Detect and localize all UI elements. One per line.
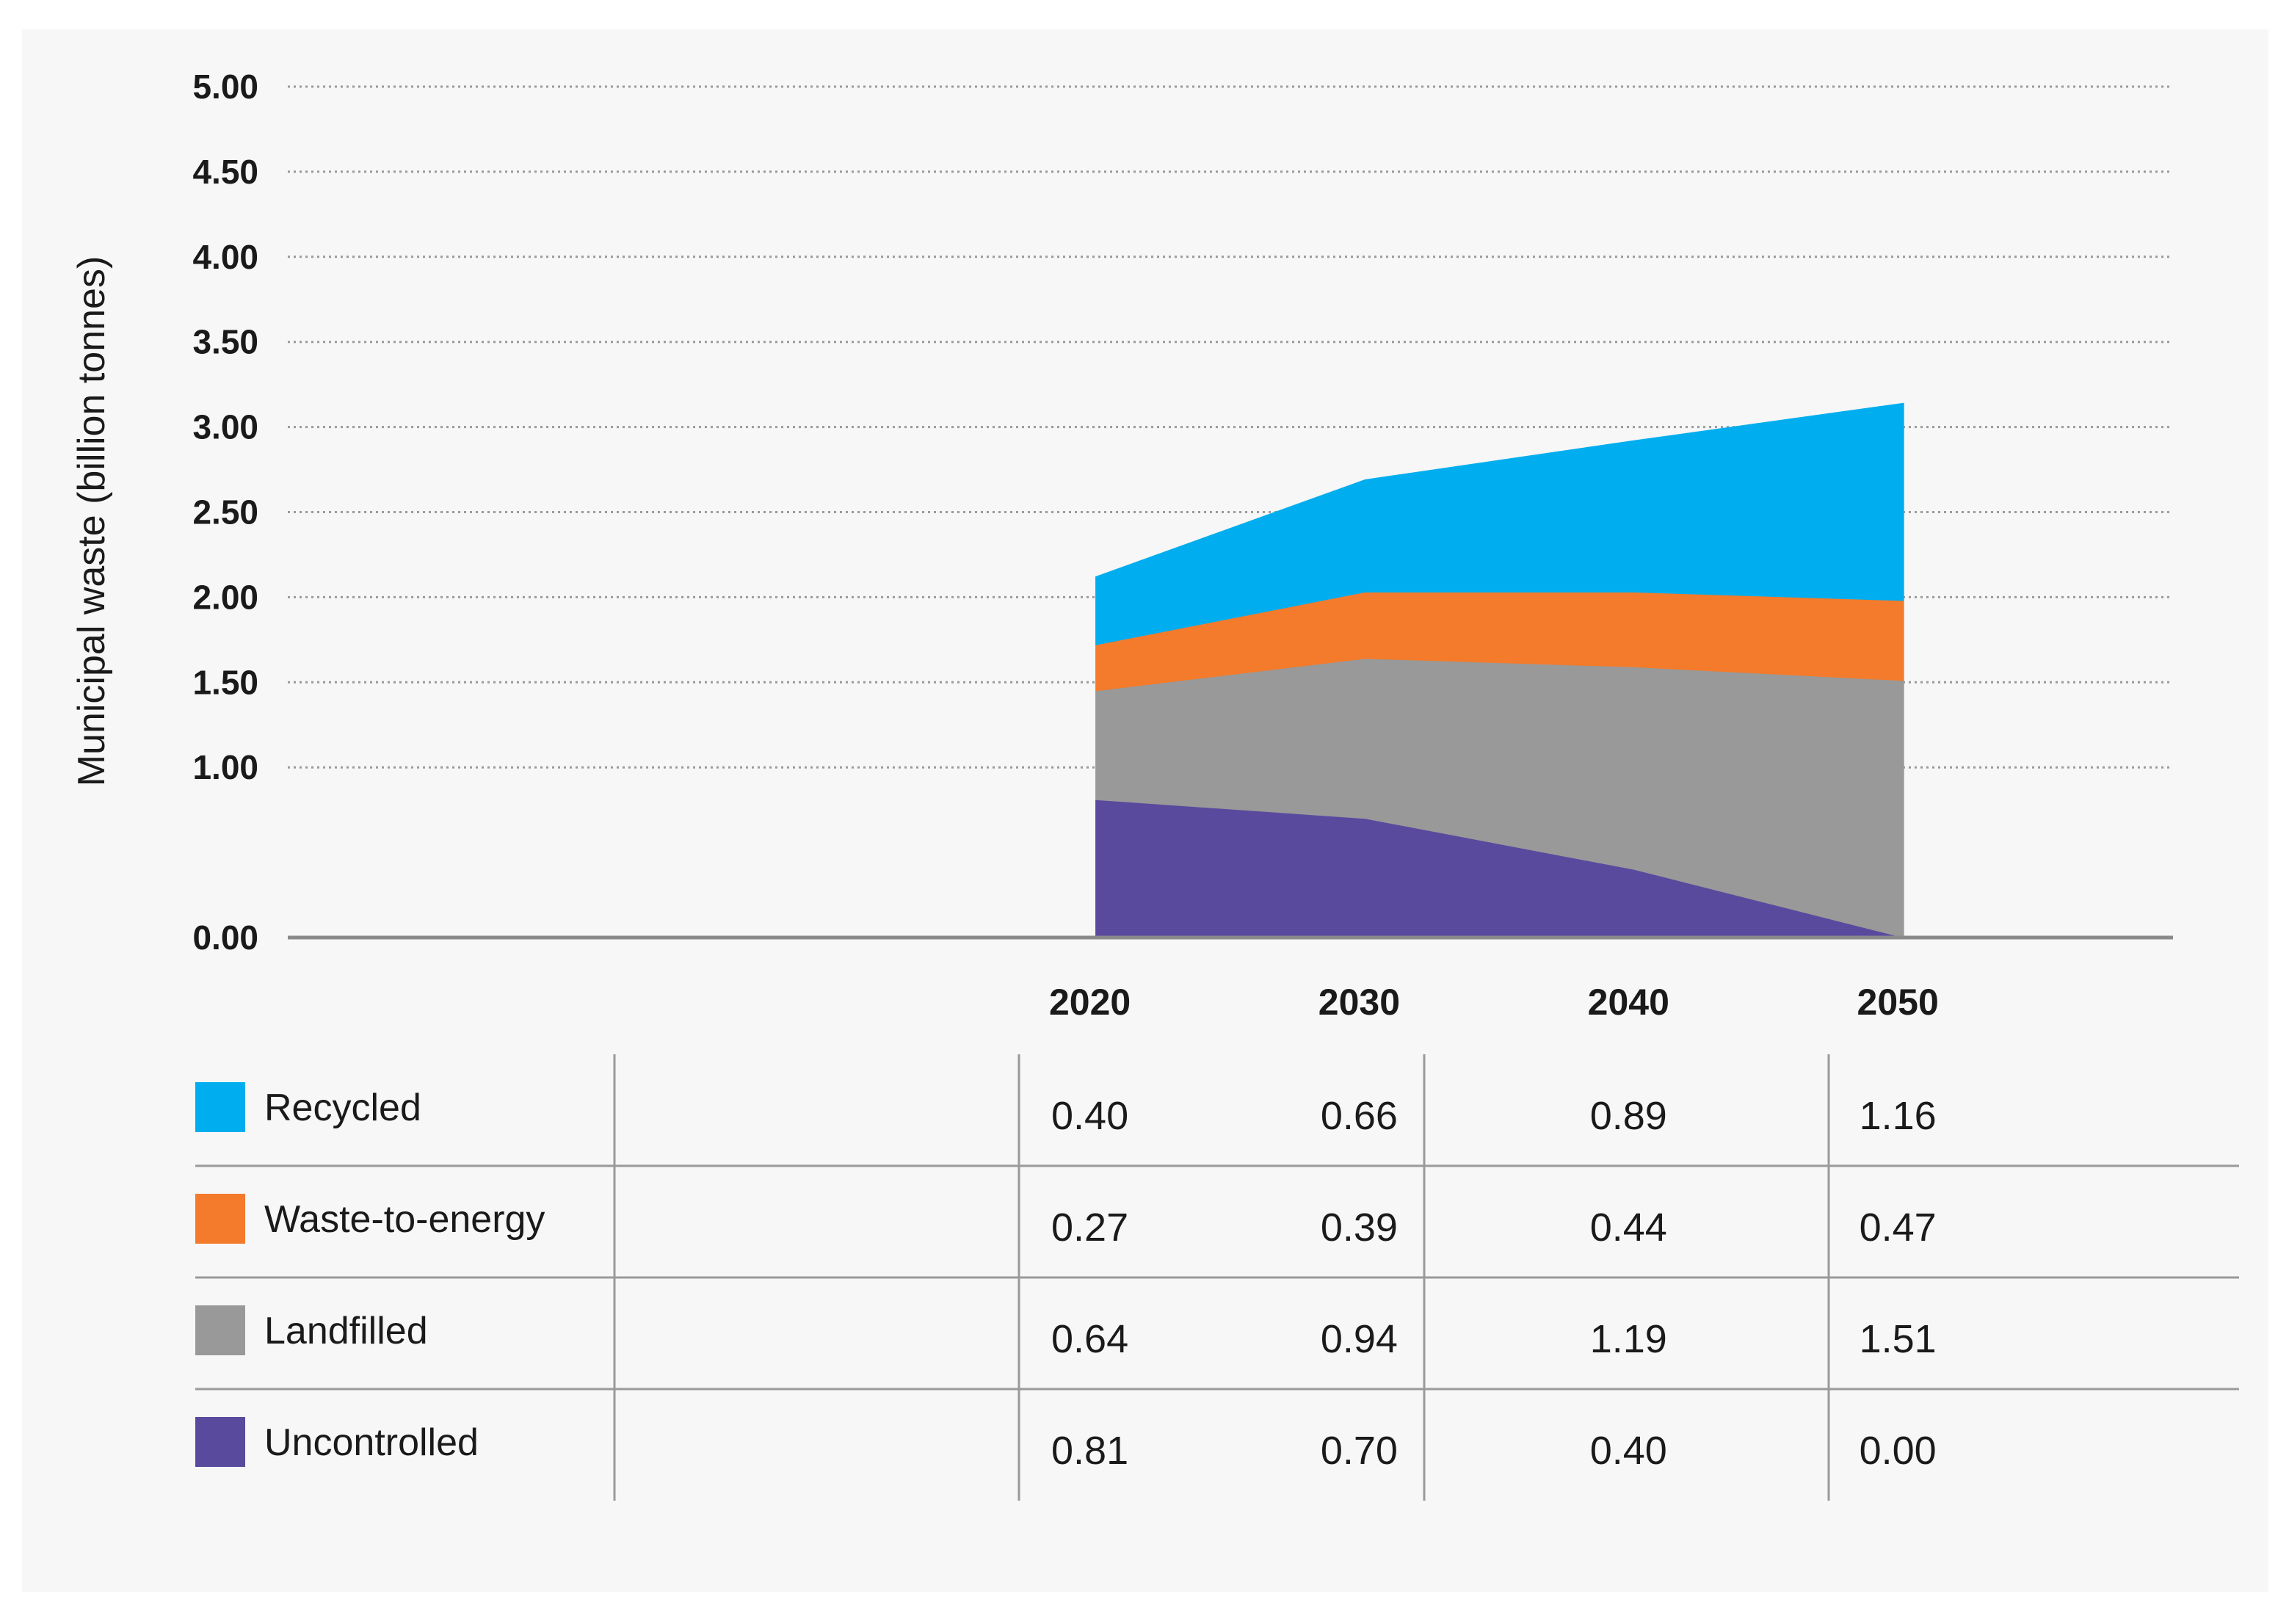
x-tick-label: 2020 xyxy=(1049,982,1131,1023)
data-label: 1.19 xyxy=(1590,1317,1667,1361)
data-label: 1.51 xyxy=(1860,1317,1937,1361)
y-tick-label: 1.50 xyxy=(192,663,258,701)
y-tick-label: 5.00 xyxy=(192,68,258,106)
data-label: 0.94 xyxy=(1321,1317,1398,1361)
legend-label: Uncontrolled xyxy=(264,1421,479,1464)
data-label: 0.44 xyxy=(1590,1206,1667,1250)
y-axis-ticks: 0.00 1.00 1.50 2.00 2.50 3.00 3.50 4.00 4.50 5.00 xyxy=(192,68,258,957)
data-label: 0.70 xyxy=(1321,1429,1398,1473)
y-tick-label: 1.00 xyxy=(192,748,258,786)
data-label: 0.40 xyxy=(1051,1094,1128,1138)
data-label: 0.64 xyxy=(1051,1317,1128,1361)
legend-label: Recycled xyxy=(264,1087,421,1129)
table-row-uncontrolled: Uncontrolled 0.81 0.70 0.40 0.00 xyxy=(195,1417,1937,1473)
data-label: 0.81 xyxy=(1051,1429,1128,1473)
data-label: 0.39 xyxy=(1321,1206,1398,1250)
legend-swatch-landfilled xyxy=(195,1305,245,1355)
y-tick-label: 3.00 xyxy=(192,408,258,446)
y-tick-label: 2.00 xyxy=(192,578,258,616)
stacked-area-chart: 0.00 1.00 1.50 2.00 2.50 3.00 3.50 4.00 4.50 5.00… xyxy=(70,68,2239,1501)
x-tick-label: 2030 xyxy=(1318,982,1400,1023)
data-label: 0.89 xyxy=(1590,1094,1667,1138)
y-tick-label: 4.00 xyxy=(192,238,258,276)
data-label: 1.16 xyxy=(1860,1094,1937,1138)
y-tick-label: 0.00 xyxy=(192,918,258,957)
data-label: 0.66 xyxy=(1321,1094,1398,1138)
data-table: Recycled 0.40 0.66 0.89 1.16 Waste-to-energy 0… xyxy=(195,1054,2239,1501)
y-axis-label: Municipal waste (billion tonnes) xyxy=(70,256,113,787)
area-recycled xyxy=(1095,402,1904,645)
data-label: 0.47 xyxy=(1860,1206,1937,1250)
x-axis-ticks: 2020 2030 2040 2050 xyxy=(1049,982,1939,1023)
legend-swatch-waste-to-energy xyxy=(195,1194,245,1244)
y-tick-label: 4.50 xyxy=(192,153,258,191)
table-row-waste-to-energy: Waste-to-energy 0.27 0.39 0.44 0.47 xyxy=(195,1194,1937,1250)
data-label: 0.40 xyxy=(1590,1429,1667,1473)
legend-swatch-uncontrolled xyxy=(195,1417,245,1467)
data-label: 0.27 xyxy=(1051,1206,1128,1250)
legend-label: Landfilled xyxy=(264,1310,428,1352)
area-series xyxy=(1095,402,1904,938)
x-tick-label: 2050 xyxy=(1857,982,1939,1023)
table-row-landfilled: Landfilled 0.64 0.94 1.19 1.51 xyxy=(195,1305,1937,1361)
table-row-recycled: Recycled 0.40 0.66 0.89 1.16 xyxy=(195,1082,1937,1138)
x-tick-label: 2040 xyxy=(1588,982,1669,1023)
y-tick-label: 3.50 xyxy=(192,323,258,361)
y-tick-label: 2.50 xyxy=(192,493,258,532)
legend-swatch-recycled xyxy=(195,1082,245,1132)
chart-panel: 0.00 1.00 1.50 2.00 2.50 3.00 3.50 4.00 4.50 5.00… xyxy=(22,29,2268,1592)
data-label: 0.00 xyxy=(1860,1429,1937,1473)
legend-label: Waste-to-energy xyxy=(264,1198,545,1241)
